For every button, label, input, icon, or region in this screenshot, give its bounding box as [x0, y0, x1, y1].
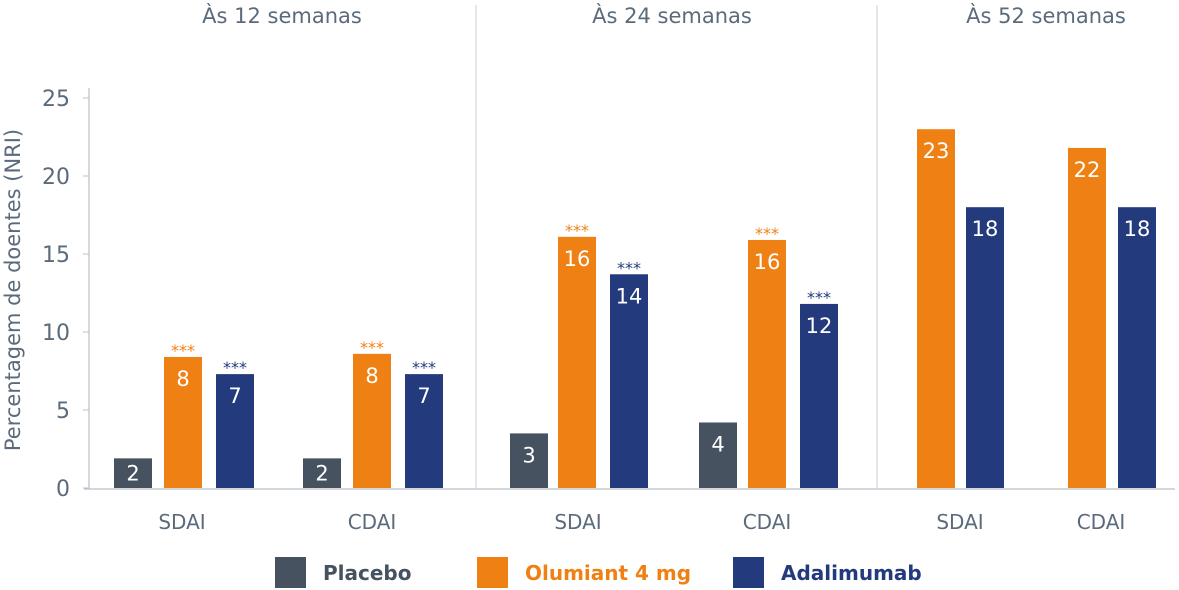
bar-olumiant-4-mg: [748, 239, 786, 488]
bar-placebo: [699, 422, 737, 488]
legend-swatch: [275, 557, 306, 588]
data-label: 18: [1124, 217, 1151, 241]
y-tick-label: 25: [42, 87, 70, 112]
data-label: 4: [711, 432, 724, 456]
significance-marker: ***: [360, 338, 384, 357]
bar-placebo: [114, 458, 152, 488]
category-label: SDAI: [554, 510, 601, 534]
panel-title: Às 52 semanas: [966, 3, 1126, 28]
y-axis-label: Percentagem de doentes (NRI): [1, 129, 25, 451]
data-label: 16: [564, 247, 591, 271]
y-tick-label: 20: [42, 165, 70, 190]
bar-adalimumab: [800, 303, 838, 488]
bar-olumiant-4-mg: [917, 129, 955, 488]
legend-swatch: [733, 557, 764, 588]
bar-olumiant-4-mg: [164, 356, 202, 488]
significance-marker: ***: [617, 258, 641, 277]
data-label: 7: [228, 384, 241, 408]
data-label: 8: [176, 367, 189, 391]
significance-marker: ***: [565, 221, 589, 240]
significance-marker: ***: [223, 358, 247, 377]
y-tick-label: 5: [56, 399, 70, 424]
data-label: 12: [806, 314, 833, 338]
bar-olumiant-4-mg: [1068, 147, 1106, 489]
bar-olumiant-4-mg: [558, 236, 596, 488]
data-label: 7: [417, 384, 430, 408]
y-tick-label: 0: [56, 477, 70, 502]
bar-adalimumab: [966, 207, 1004, 488]
data-label: 14: [616, 284, 643, 308]
data-label: 22: [1074, 158, 1101, 182]
bar-adalimumab: [216, 374, 254, 488]
data-label: 16: [754, 250, 781, 274]
category-label: CDAI: [348, 510, 397, 534]
significance-marker: ***: [807, 288, 831, 307]
data-label: 2: [315, 461, 328, 485]
category-label: CDAI: [1077, 510, 1126, 534]
legend-label: Adalimumab: [781, 561, 922, 585]
bar-placebo: [303, 458, 341, 488]
significance-marker: ***: [412, 358, 436, 377]
data-label: 8: [365, 364, 378, 388]
significance-marker: ***: [171, 341, 195, 360]
y-tick-label: 10: [42, 321, 70, 346]
data-label: 23: [923, 139, 950, 163]
legend-label: Olumiant 4 mg: [525, 561, 691, 585]
y-tick-label: 15: [42, 243, 70, 268]
bar-placebo: [510, 433, 548, 488]
legend-swatch: [477, 557, 508, 588]
bar-adalimumab: [1118, 207, 1156, 488]
category-label: SDAI: [936, 510, 983, 534]
panel-title: Às 24 semanas: [592, 3, 752, 28]
legend-label: Placebo: [323, 561, 412, 585]
data-label: 18: [972, 217, 999, 241]
bar-adalimumab: [405, 374, 443, 488]
bar-adalimumab: [610, 274, 648, 488]
data-label: 3: [522, 443, 535, 467]
panel-title: Às 12 semanas: [202, 3, 362, 28]
bar-olumiant-4-mg: [353, 353, 391, 488]
category-label: SDAI: [158, 510, 205, 534]
significance-marker: ***: [755, 224, 779, 243]
data-label: 2: [126, 461, 139, 485]
category-label: CDAI: [743, 510, 792, 534]
